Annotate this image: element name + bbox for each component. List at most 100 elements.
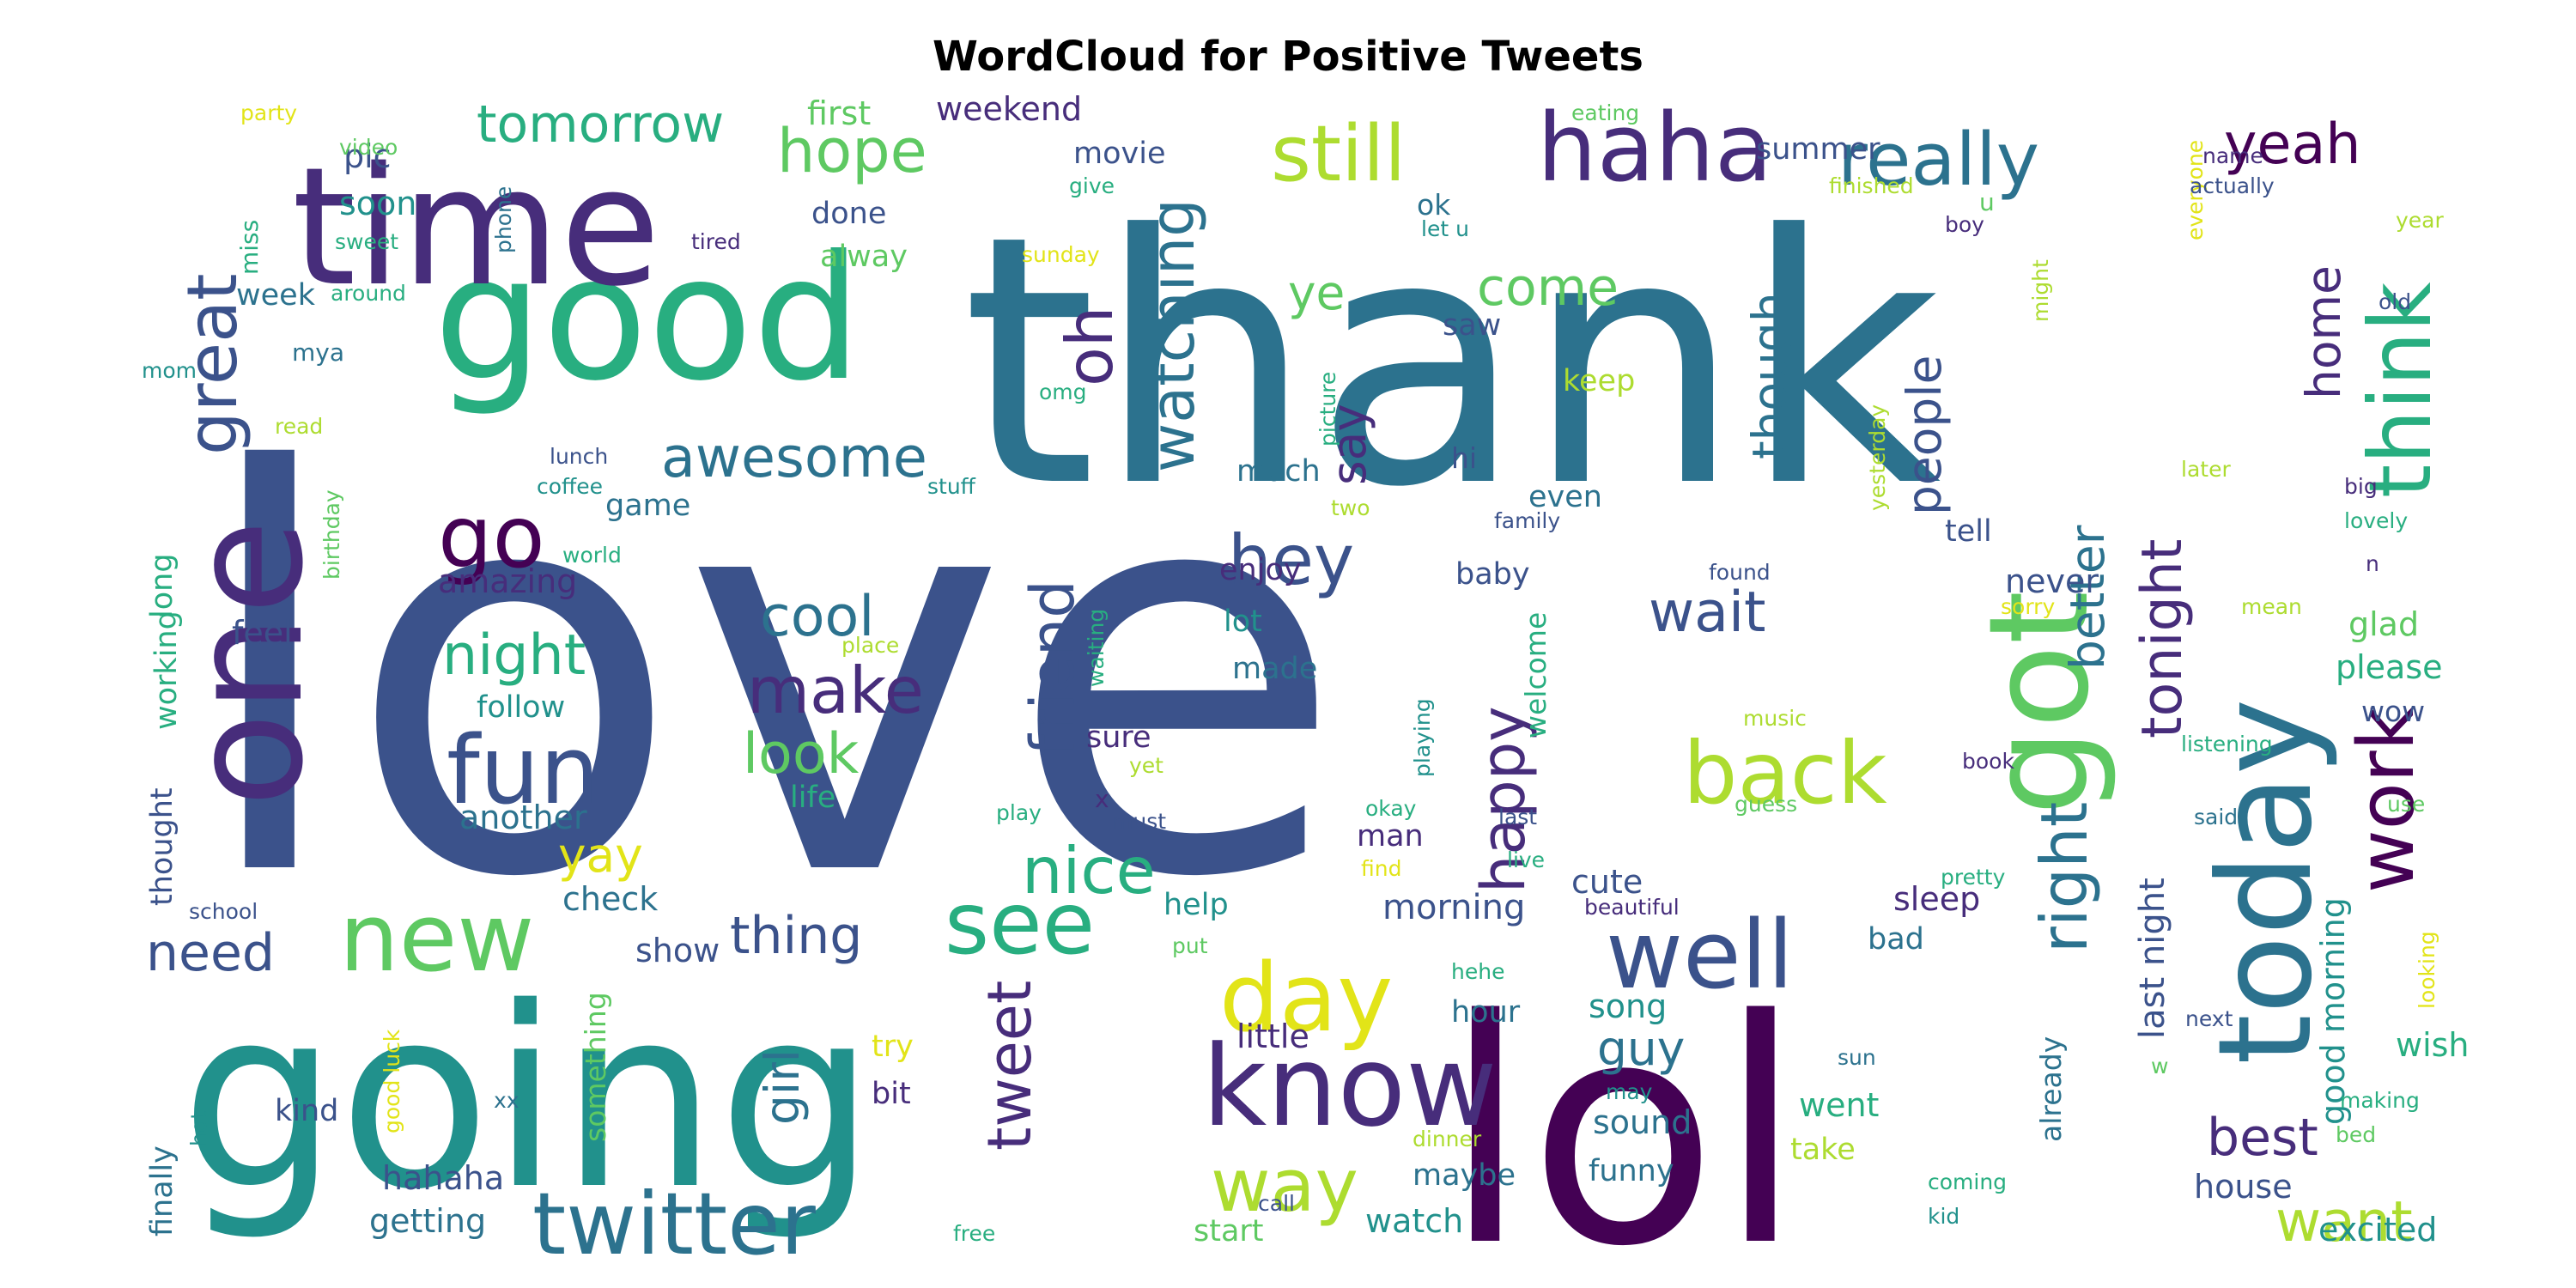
word-make: make — [747, 653, 924, 728]
word-think: think — [2350, 282, 2451, 498]
word-keep: keep — [1563, 364, 1635, 398]
word-new: new — [339, 883, 534, 993]
word-something: something — [579, 992, 612, 1142]
word-family: family — [1494, 508, 1560, 533]
word-show: show — [635, 932, 720, 969]
word-tell: tell — [1945, 514, 1992, 549]
word-tweet: tweet — [975, 981, 1045, 1151]
word-around: around — [331, 281, 406, 306]
word-actually: actually — [2190, 173, 2275, 198]
word-house: house — [2194, 1168, 2293, 1206]
word-try: try — [872, 1030, 914, 1064]
word-tonight: tonight — [2130, 539, 2195, 738]
word-never: never — [2005, 562, 2099, 600]
word-summer: summer — [1756, 132, 1880, 167]
word-n: n — [2366, 551, 2379, 576]
word-time: time — [292, 132, 660, 322]
word-year: year — [2396, 208, 2444, 233]
word-watch: watch — [1365, 1202, 1463, 1240]
word-making: making — [2340, 1088, 2420, 1113]
word-feel: feel — [232, 614, 293, 652]
word-give: give — [1069, 173, 1115, 198]
word-lovely: lovely — [2344, 508, 2408, 533]
word-come: come — [1477, 258, 1619, 318]
word-really: really — [1838, 118, 2039, 203]
word-movie: movie — [1073, 137, 1165, 171]
word-getting: getting — [369, 1202, 486, 1240]
word-last-night: last night — [2133, 878, 2172, 1039]
word-may: may — [1606, 1079, 1653, 1104]
word-omg: omg — [1039, 380, 1087, 404]
word-alway: alway — [820, 240, 908, 274]
word-twitter: twitter — [532, 1174, 817, 1274]
word-hope: hope — [777, 116, 927, 186]
word-two: two — [1331, 495, 1370, 520]
word-lunch: lunch — [550, 444, 608, 469]
word-going: going — [180, 955, 876, 1244]
word-love: love — [193, 357, 1346, 997]
word-bad: bad — [1868, 922, 1924, 957]
word-welcome: welcome — [1519, 612, 1552, 738]
word-xx: xx — [494, 1088, 519, 1113]
word-look: look — [743, 722, 860, 787]
word-made: made — [1232, 652, 1317, 686]
word-yet: yet — [1129, 753, 1163, 778]
word-coming: coming — [1928, 1170, 2007, 1194]
word-put: put — [1172, 933, 1208, 958]
word-sorry: sorry — [2001, 594, 2055, 619]
word-world: world — [562, 543, 622, 568]
word-call: call — [1258, 1191, 1295, 1216]
word-hahaha: hahaha — [382, 1159, 504, 1197]
word-x: x — [1095, 785, 1109, 813]
word-sleep: sleep — [1893, 880, 1980, 918]
word-working: working — [149, 611, 184, 730]
word-later: later — [2181, 457, 2231, 482]
word-another: another — [459, 799, 587, 836]
word-better: better — [2060, 525, 2115, 670]
word-need: need — [146, 923, 275, 983]
word-waiting: waiting — [1084, 609, 1109, 687]
word-birthday: birthday — [319, 489, 344, 580]
word-hot: hot — [186, 1111, 211, 1146]
word-first: first — [807, 94, 871, 132]
word-bit: bit — [872, 1077, 911, 1111]
word-cute: cute — [1571, 863, 1643, 901]
word-let-u: let u — [1421, 216, 1469, 241]
word-please: please — [2336, 648, 2443, 686]
word-sure: sure — [1086, 720, 1151, 755]
word-finally: finally — [145, 1145, 179, 1236]
word-name: name — [2202, 143, 2263, 168]
word-game: game — [605, 489, 690, 523]
word-kid: kid — [1928, 1204, 1959, 1229]
word-good: good — [434, 219, 862, 419]
word-find: find — [1361, 856, 1401, 881]
word-lol: lol — [1443, 954, 1803, 1288]
word-pic: pic — [343, 137, 392, 175]
word-mya: mya — [292, 338, 344, 367]
word-excited: excited — [2318, 1211, 2437, 1249]
word-back: back — [1683, 723, 1887, 823]
word-man: man — [1357, 819, 1424, 854]
word-thought: thought — [145, 787, 179, 906]
word-tomorrow: tomorrow — [477, 94, 724, 155]
word-might: might — [2028, 259, 2053, 322]
word-beautiful: beautiful — [1584, 895, 1680, 920]
word-enjoy: enjoy — [1219, 553, 1302, 587]
word-good-morning: good morning — [2314, 897, 2352, 1125]
word-eating: eating — [1571, 100, 1639, 125]
word-tired: tired — [691, 229, 741, 254]
word-hehe: hehe — [1451, 959, 1504, 984]
word-ok: ok — [1417, 188, 1451, 222]
word-coffee: coffee — [537, 474, 603, 499]
word-want: want — [2275, 1190, 2413, 1255]
word-girl: girl — [755, 1049, 810, 1125]
word-say: say — [1321, 404, 1376, 485]
word-hi: hi — [1451, 441, 1477, 475]
word-sunday: sunday — [1022, 242, 1100, 267]
word-watching: watching — [1138, 198, 1208, 472]
word-picture: picture — [1315, 372, 1340, 447]
word-haha: haha — [1537, 93, 1772, 203]
word-already: already — [2034, 1036, 2068, 1142]
chart-title: WordCloud for Positive Tweets — [933, 33, 1643, 81]
